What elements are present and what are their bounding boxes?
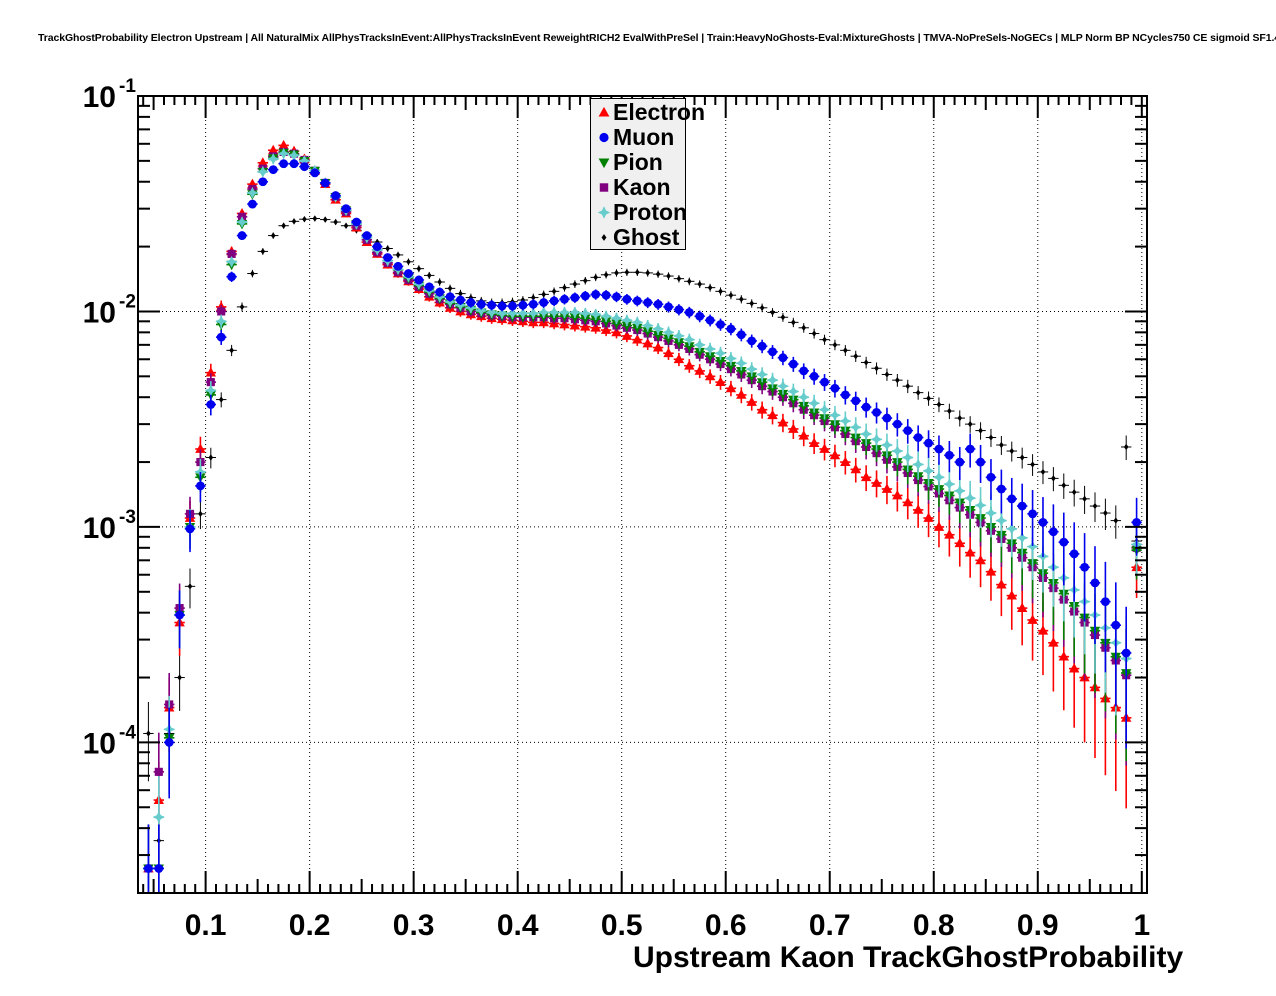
triangle-up-icon: [591, 100, 613, 125]
svg-text:-3: -3: [119, 507, 136, 528]
x-tick-label: 1: [1133, 909, 1150, 942]
legend-label: Ghost: [613, 224, 680, 250]
x-tick-label: 0.6: [705, 909, 747, 942]
svg-text:10: 10: [83, 727, 116, 760]
series-ghost: [143, 215, 1142, 893]
legend-item-pion[interactable]: Pion: [591, 150, 687, 175]
series-proton: [142, 147, 1143, 893]
data-points: [142, 139, 1143, 893]
svg-text:10: 10: [83, 81, 116, 114]
square-icon: [591, 175, 613, 200]
series-kaon: [143, 147, 1142, 893]
x-axis-title: Upstream Kaon TrackGhostProbability: [633, 941, 1184, 974]
legend-item-proton[interactable]: Proton: [591, 200, 687, 225]
x-tick-label: 0.7: [809, 909, 851, 942]
svg-text:-2: -2: [119, 291, 136, 312]
diamond-icon: [591, 225, 613, 250]
y-tick-label: 10 -2: [83, 291, 136, 329]
x-tick-label: 0.1: [185, 909, 227, 942]
legend-item-ghost[interactable]: Ghost: [591, 225, 687, 250]
x-tick-label: 0.2: [289, 909, 331, 942]
tick-labels: 0.1 0.2 0.3 0.4 0.5 0.6 0.7 0.8 0.9 110-110-210-3…: [83, 76, 1151, 942]
y-tick-label: 10 -3: [83, 507, 136, 545]
legend-label: Pion: [613, 149, 663, 175]
svg-text:-1: -1: [119, 76, 136, 97]
star-icon: [591, 200, 613, 225]
y-tick-label: 10 -4: [83, 722, 137, 760]
legend-item-kaon[interactable]: Kaon: [591, 175, 687, 200]
page-title: TrackGhostProbability Electron Upstream …: [38, 32, 1276, 44]
svg-text:10: 10: [83, 296, 116, 329]
legend-item-electron[interactable]: Electron: [591, 100, 705, 125]
x-tick-label: 0.4: [497, 909, 539, 942]
x-tick-label: 0.8: [913, 909, 955, 942]
legend-label: Proton: [613, 199, 688, 225]
x-tick-label: 0.9: [1017, 909, 1059, 942]
triangle-down-icon: [591, 150, 613, 175]
series-muon: [143, 159, 1142, 893]
legend-label: Kaon: [613, 174, 671, 200]
svg-text:-4: -4: [119, 722, 136, 743]
legend[interactable]: Electron Muon Pion Kaon Proton Ghost: [590, 98, 705, 250]
x-tick-label: 0.5: [601, 909, 643, 942]
x-tick-label: 0.3: [393, 909, 435, 942]
legend-label: Muon: [613, 124, 675, 150]
axes: [137, 95, 1148, 894]
legend-label: Electron: [613, 99, 706, 125]
legend-item-muon[interactable]: Muon: [591, 125, 687, 150]
series-pion: [143, 148, 1142, 893]
y-tick-label: 10 -1: [83, 76, 137, 114]
circle-icon: [591, 125, 613, 150]
svg-text:10: 10: [83, 512, 116, 545]
